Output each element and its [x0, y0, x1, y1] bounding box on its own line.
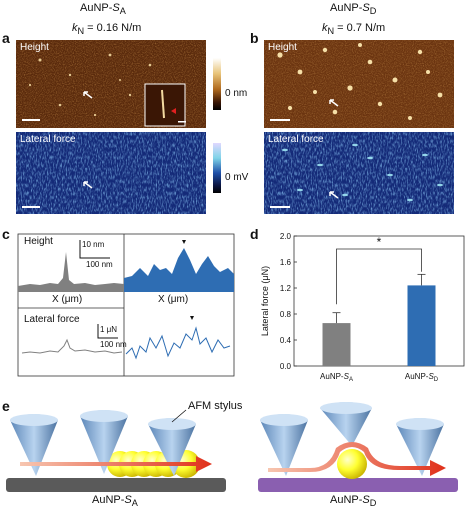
nanoparticle-sd: [337, 449, 367, 479]
schematic-sa-pre: AuNP-: [92, 494, 125, 506]
kn-left-value: = 0.16 N/m: [84, 22, 142, 34]
profile-height-label: Height: [24, 236, 53, 247]
header-left-s: S: [112, 2, 120, 14]
significance-bracket: [336, 248, 422, 305]
y-tick-label: 2.0: [280, 232, 292, 241]
height-colorbar: [213, 58, 221, 110]
header-left-sub: A: [119, 6, 126, 17]
afm-a-lateral-label: Lateral force: [20, 134, 76, 145]
lateral-profile-sa: [21, 338, 123, 354]
scale-l-vert: 1 μN: [100, 325, 118, 334]
schematic-sd-pre: AuNP-: [330, 494, 363, 506]
schematic-sa-s: S: [124, 494, 132, 506]
afm-a-height-label: Height: [20, 42, 49, 53]
afm-height-sa: [16, 40, 206, 128]
arrow-icons: [83, 91, 339, 199]
kn-left-k: k: [72, 22, 78, 34]
panel-label-e: e: [2, 398, 10, 414]
header-right-sub: D: [369, 6, 377, 17]
header-right-text: AuNP-: [330, 2, 363, 14]
y-tick-label: 1.6: [280, 258, 292, 267]
y-tick-label: 0.8: [280, 310, 292, 319]
xlabel-left: X (μm): [52, 294, 83, 305]
y-tick-label: 1.2: [280, 284, 292, 293]
y-axis-label: Lateral force (μN): [260, 266, 270, 336]
substrate-sd: [258, 478, 458, 492]
bar: [407, 285, 436, 366]
height-profile-sd: [124, 248, 234, 292]
afm-b-lateral-label: Lateral force: [268, 134, 324, 145]
y-tick-label: 0.4: [280, 336, 292, 345]
peak-marker-lateral: [190, 316, 194, 320]
y-tick-label: 0.0: [280, 362, 292, 371]
profile-lateral-label: Lateral force: [24, 314, 80, 325]
afm-lateral-sd: [264, 132, 454, 214]
panel-label-c: c: [2, 226, 10, 242]
panel-label-a: a: [2, 30, 10, 46]
bar: [322, 323, 351, 366]
kn-left-sub: N: [77, 26, 85, 37]
panel-label-d: d: [250, 226, 259, 242]
panel-label-b: b: [250, 30, 259, 46]
afm-b-height-label: Height: [268, 42, 297, 53]
scale-h-horiz: 100 nm: [86, 260, 113, 269]
header-left-text: AuNP-: [80, 2, 113, 14]
kn-right-k: k: [322, 22, 328, 34]
kn-left: kN = 0.16 N/m: [72, 22, 141, 36]
significance-star: *: [377, 235, 382, 249]
xlabel-right: X (μm): [158, 294, 189, 305]
schematic-label-sa: AuNP-SA: [92, 494, 138, 508]
scale-h-vert: 10 nm: [82, 240, 105, 249]
plot-frame: [293, 235, 465, 367]
stylus-label: AFM stylus: [188, 400, 243, 412]
scale-l-horiz: 100 nm: [100, 340, 127, 349]
peak-marker-height: [182, 240, 186, 244]
x-tick-label: AuNP-SA: [320, 372, 353, 383]
afm-height-sd: [264, 40, 454, 128]
motion-arrow-sa: [20, 456, 212, 472]
substrate-sa: [6, 478, 226, 492]
motion-arrow-sd: [268, 442, 446, 476]
afm-images: [16, 40, 454, 214]
x-tick-label: AuNP-SD: [405, 372, 439, 383]
lateral-colorbar-label: 0 mV: [225, 172, 249, 183]
kn-right-value: = 0.7 N/m: [334, 22, 386, 34]
bar-chart: 0.0 0.4 0.8 1.2 1.6 2.0 Lateral force (μN) AuNP…: [260, 232, 465, 383]
schematic-sa-sub: A: [131, 498, 138, 509]
schematic-label-sd: AuNP-SD: [330, 494, 376, 508]
header-right: AuNP-SD: [330, 2, 376, 16]
header-right-s: S: [362, 2, 370, 14]
schematic-sd-s: S: [362, 494, 370, 506]
lateral-colorbar: [213, 143, 221, 193]
kn-right-sub: N: [327, 26, 335, 37]
height-profile-sa: [18, 252, 124, 292]
schematic-sd-sub: D: [369, 498, 377, 509]
afm-tip-cones: [10, 402, 444, 476]
schematic: [6, 402, 458, 492]
header-left: AuNP-SA: [80, 2, 126, 16]
afm-lateral-sa: [16, 132, 206, 214]
height-colorbar-label: 0 nm: [225, 88, 248, 99]
lateral-profile-sd: [125, 326, 231, 360]
profile-panel: [17, 233, 235, 377]
kn-right: kN = 0.7 N/m: [322, 22, 385, 36]
